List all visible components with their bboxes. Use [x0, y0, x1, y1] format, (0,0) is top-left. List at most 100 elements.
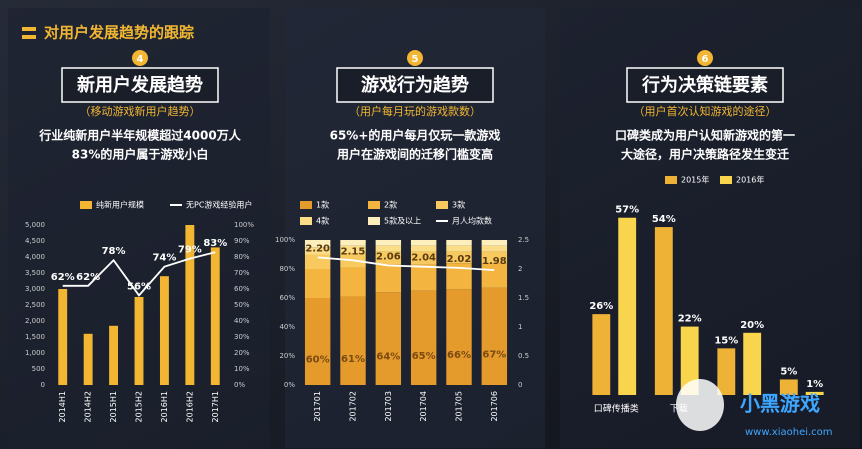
legend-swatch [300, 217, 312, 225]
legend-swatch [80, 201, 92, 209]
bar [304, 247, 331, 255]
bar [340, 245, 366, 254]
y-tick-label: 2,000 [25, 317, 45, 325]
bar [410, 251, 437, 265]
y2-tick-label: 0 [518, 381, 522, 389]
bar [446, 240, 472, 246]
bar [410, 245, 437, 252]
line-label: 2.06 [376, 252, 401, 263]
legend-label: 纯新用户规模 [96, 200, 144, 210]
legend-swatch [300, 201, 312, 209]
line [317, 256, 495, 272]
y-tick-label: 0% [284, 381, 295, 389]
data-label: 65% [412, 351, 436, 362]
data-label: 66% [447, 350, 471, 361]
line-label: 83% [203, 238, 227, 249]
panel-description: 行业纯新用户半年规模超过4000万人 [38, 128, 241, 143]
watermark-url: www.xiaohei.com [745, 427, 833, 438]
bar [375, 240, 402, 246]
legend-label: 月人均款数 [452, 216, 492, 226]
watermark-logo [676, 379, 724, 431]
line-label: 2.02 [447, 254, 472, 265]
y2-tick-label: 30% [234, 333, 250, 341]
x-tick-label: 201705 [455, 391, 464, 422]
x-tick-label: 201702 [349, 391, 358, 422]
y-tick-label: 1,500 [25, 333, 45, 341]
bar [375, 251, 402, 265]
legend-label: 2015年 [681, 175, 709, 185]
bar [446, 251, 472, 264]
bar [375, 245, 402, 252]
bar [83, 333, 93, 385]
step-badge [407, 50, 423, 66]
y2-tick-label: 90% [234, 237, 250, 245]
y2-tick-label: 40% [234, 317, 250, 325]
y-tick-label: 4,000 [25, 253, 45, 261]
bar [375, 292, 402, 385]
data-label: 5% [780, 366, 797, 377]
line-label: 1.98 [482, 256, 507, 267]
legend-label: 3款 [452, 200, 465, 210]
y-tick-label: 1,000 [25, 349, 45, 357]
y2-tick-label: 20% [234, 349, 250, 357]
bar [340, 296, 366, 385]
data-label: 57% [615, 205, 639, 216]
line-label: 2.15 [341, 246, 366, 257]
step-badge [132, 50, 148, 66]
panel-subtitle: （用户每月玩的游戏款数） [349, 104, 481, 118]
x-tick-label: 201703 [384, 391, 393, 422]
bar [654, 227, 673, 395]
x-tick-label: 口碑传播类 [594, 403, 639, 415]
legend-swatch [368, 217, 380, 225]
panel-subtitle: （用户首次认知游戏的途径） [634, 104, 777, 118]
x-tick-label: 2016H1 [160, 391, 169, 422]
y2-tick-label: 50% [234, 301, 250, 309]
bar [304, 269, 331, 298]
panel-title: 新用户发展趋势 [77, 74, 203, 96]
x-tick-label: 2017H1 [211, 391, 220, 422]
line-label: 74% [152, 253, 176, 264]
bar [481, 287, 508, 385]
bar [717, 348, 736, 395]
data-label: 67% [482, 349, 506, 360]
y-tick-label: 60% [279, 294, 295, 302]
data-label: 64% [376, 352, 400, 363]
x-tick-label: 2014H2 [84, 391, 93, 422]
legend-swatch [368, 201, 380, 209]
header-icon [22, 27, 36, 31]
legend-swatch [665, 176, 677, 184]
legend-swatch [436, 201, 448, 209]
y2-tick-label: 10% [234, 365, 250, 373]
bar [410, 264, 437, 291]
y-tick-label: 40% [279, 323, 295, 331]
bar [134, 297, 144, 385]
bar [481, 245, 508, 252]
data-label: 15% [714, 335, 738, 346]
x-tick-label: 2016H2 [185, 391, 194, 422]
bar [185, 225, 195, 385]
bar [58, 289, 68, 385]
bar [410, 240, 437, 246]
bar [340, 240, 366, 246]
legend-swatch [720, 176, 732, 184]
step-number: 5 [412, 54, 419, 65]
step-badge [697, 50, 713, 66]
bar [340, 267, 366, 297]
bar [481, 240, 508, 246]
header-icon [22, 35, 36, 39]
title-box [626, 67, 784, 103]
y2-tick-label: 1.5 [518, 294, 529, 302]
data-label: 54% [652, 214, 676, 225]
legend-label: 1款 [316, 200, 329, 210]
data-label: 22% [678, 314, 702, 325]
data-label: 20% [740, 320, 764, 331]
bar [446, 289, 472, 385]
bar [304, 298, 331, 385]
bar [481, 263, 508, 288]
y2-tick-label: 2 [518, 265, 522, 273]
bar [210, 247, 220, 385]
y-tick-label: 0 [41, 381, 45, 389]
bar [743, 332, 762, 395]
y2-tick-label: 70% [234, 269, 250, 277]
line [62, 251, 216, 297]
